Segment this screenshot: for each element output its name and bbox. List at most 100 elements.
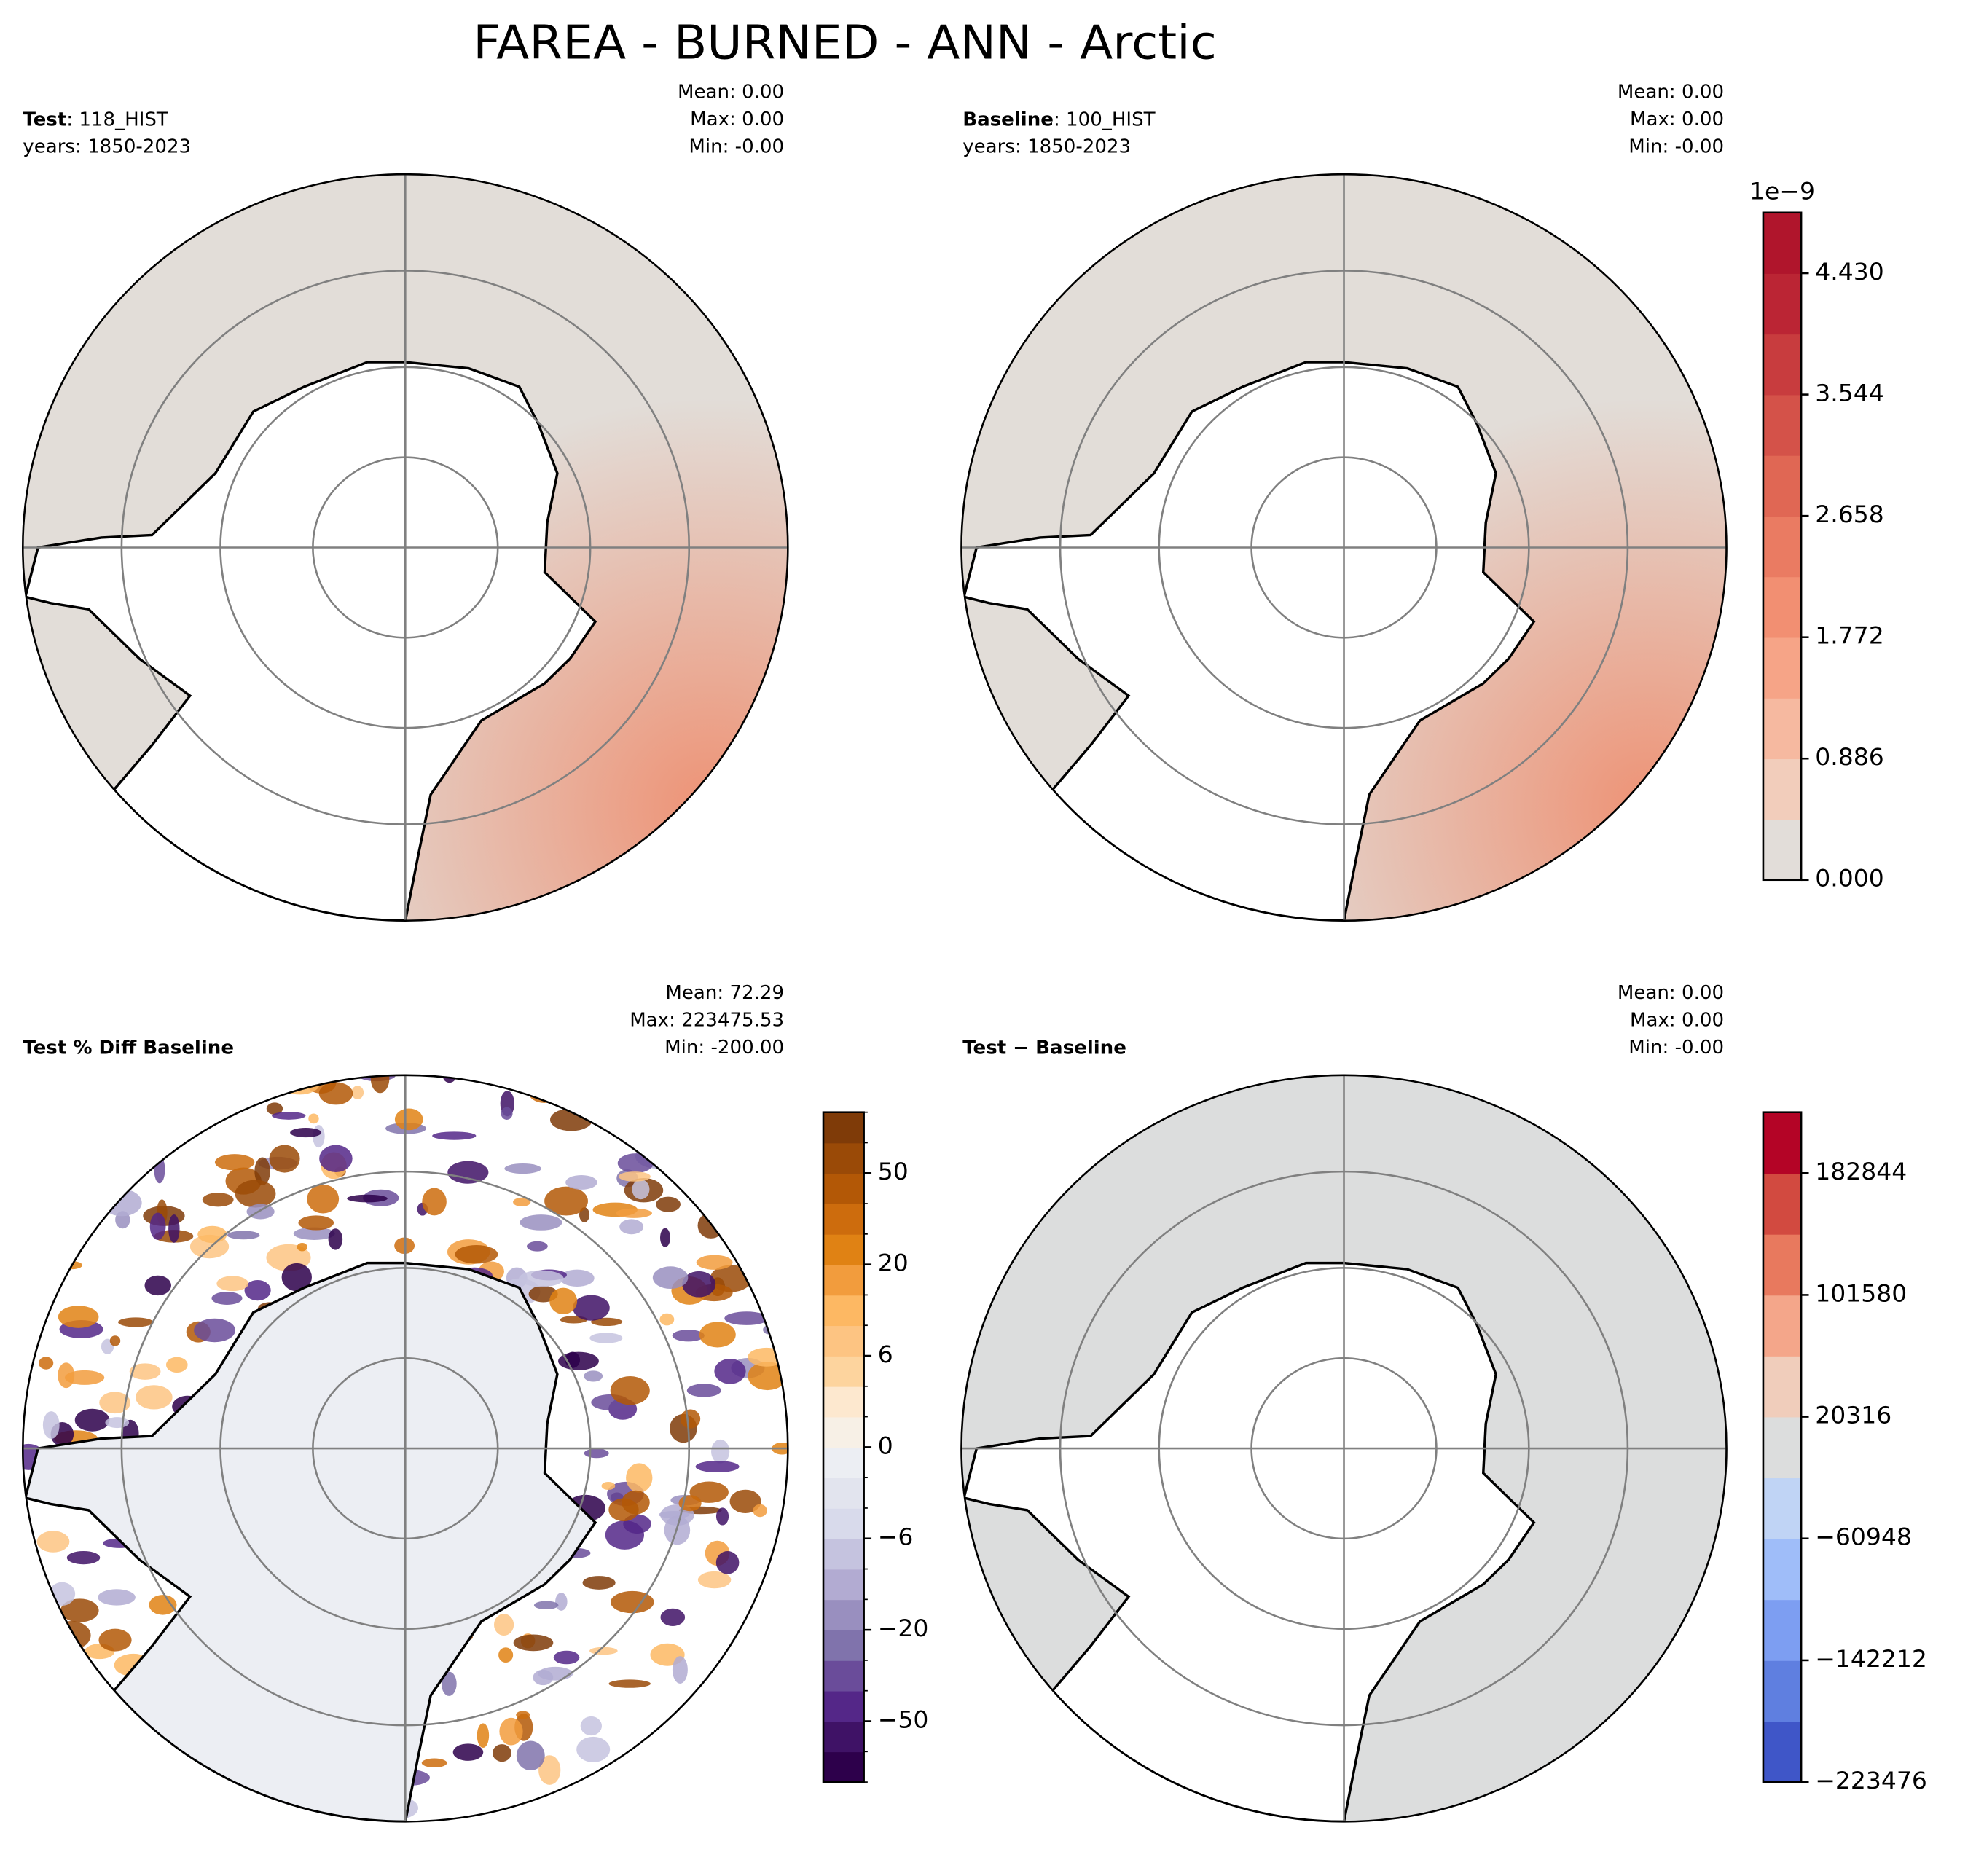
pattern-blob: [580, 1716, 602, 1736]
colorbar-offset: 1e−9: [1749, 178, 1815, 205]
colorbar-band: [1763, 1295, 1802, 1357]
panel-name: Test % Diff Baseline: [23, 1037, 234, 1059]
pattern-blob: [300, 1813, 313, 1822]
colorbar-band: [1763, 1538, 1802, 1601]
colorbar-band: [823, 1569, 864, 1601]
pattern-blob: [753, 1504, 767, 1518]
colorbar-band: [1763, 1112, 1802, 1174]
panel-stat: Max: 0.00: [1630, 109, 1724, 130]
colorbar-tick-label: 3.544: [1815, 380, 1884, 407]
pattern-blob: [493, 1744, 511, 1762]
map-boundary: [960, 173, 1728, 922]
colorbar-band: [1763, 212, 1802, 274]
pattern-blob: [227, 1231, 260, 1240]
colorbar-band: [1763, 273, 1802, 335]
colorbar-tick-label: 182844: [1815, 1158, 1907, 1186]
pattern-blob: [214, 1154, 255, 1171]
pattern-blob: [319, 1145, 353, 1173]
pattern-blob: [573, 1295, 610, 1321]
pattern-blob: [538, 1755, 561, 1785]
pattern-blob: [584, 1370, 603, 1382]
colorbar-tick-label: 1.772: [1815, 622, 1884, 650]
panel-stat: Max: 0.00: [690, 109, 784, 130]
pattern-blob: [696, 1255, 733, 1270]
map: [21, 173, 789, 922]
panel-stat: Min: -0.00: [1628, 136, 1724, 158]
pattern-blob: [318, 1082, 353, 1105]
colorbar-band: [823, 1416, 864, 1448]
map-boundary: [21, 173, 789, 922]
pattern-blob: [272, 1112, 306, 1120]
pattern-blob: [513, 1197, 531, 1207]
colorbar-frame: [1762, 211, 1803, 882]
pattern-blob: [565, 1174, 597, 1190]
pattern-blob: [516, 1740, 545, 1770]
pattern-blob: [576, 1736, 611, 1762]
pattern-blob: [452, 1743, 484, 1761]
panel-case: : 118_HIST: [66, 109, 168, 130]
pattern-blob: [601, 1481, 616, 1491]
panel-stat: Mean: 0.00: [678, 82, 784, 103]
panel-label: Test: 118_HIST: [23, 109, 168, 130]
pattern-blob: [441, 1671, 457, 1696]
pattern-blob: [615, 1208, 652, 1218]
panel-stat: Max: 223475.53: [630, 1010, 784, 1032]
pattern-blob: [42, 1411, 60, 1440]
panel-stat: Min: -200.00: [664, 1037, 784, 1059]
pattern-blob: [659, 1313, 675, 1326]
pattern-blob: [699, 1322, 736, 1348]
colorbar-band: [823, 1173, 864, 1204]
pattern-blob: [136, 1385, 173, 1410]
pattern-blob: [499, 1717, 523, 1746]
pattern-blob: [660, 1228, 670, 1247]
pattern-blob: [98, 1589, 136, 1606]
pattern-blob: [194, 1318, 235, 1343]
ocean: [25, 362, 596, 921]
pattern-blob: [66, 1550, 101, 1565]
pattern-blob: [538, 1666, 573, 1681]
panel-stat: Mean: 72.29: [665, 983, 784, 1005]
panel-years: years: 1850-2023: [962, 136, 1131, 158]
colorbar-band: [1763, 1477, 1802, 1539]
map-boundary: [960, 1074, 1728, 1823]
colorbar-tick-label: 0.000: [1815, 865, 1884, 892]
pattern-blob: [39, 1357, 54, 1370]
colorbar-band: [823, 1386, 864, 1418]
pattern-blob: [421, 1758, 447, 1768]
pattern-blob: [477, 1723, 490, 1749]
pattern-blob: [513, 1634, 554, 1652]
colorbar-band: [1763, 758, 1802, 820]
pattern-blob: [544, 1186, 588, 1216]
panel-case: : 100_HIST: [1054, 109, 1156, 130]
pattern-blob: [105, 1417, 130, 1429]
pattern-blob: [558, 1351, 599, 1370]
pattern-blob: [394, 1108, 423, 1131]
ocean: [25, 1263, 596, 1822]
pattern-blob: [297, 1242, 307, 1252]
colorbar-band: [1763, 637, 1802, 699]
pattern-blob: [266, 1102, 283, 1115]
pattern-blob: [711, 1439, 730, 1464]
colorbar-tick-label: −223476: [1815, 1767, 1927, 1794]
colorbar-band: [1763, 1721, 1802, 1783]
pattern-blob: [493, 1614, 514, 1636]
pattern-blob: [555, 1593, 568, 1611]
pattern-blob: [520, 1214, 562, 1231]
pattern-blob: [617, 1153, 654, 1174]
pattern-blob: [608, 1679, 651, 1688]
pattern-blob: [660, 1608, 686, 1626]
colorbar-band: [823, 1233, 864, 1265]
panel-stat: Mean: 0.00: [1618, 82, 1724, 103]
colorbar-band: [823, 1630, 864, 1661]
pattern-blob: [290, 1127, 322, 1138]
colorbar-band: [823, 1507, 864, 1539]
colorbar-band: [823, 1447, 864, 1479]
colorbar-tick-label: −6: [878, 1523, 914, 1551]
pattern-blob: [74, 1408, 110, 1432]
ocean: [963, 362, 1534, 921]
panel-name: Baseline: [962, 109, 1054, 130]
panel-name: Test: [23, 109, 66, 130]
pattern-blob: [498, 1647, 514, 1663]
pattern-blob: [118, 1317, 154, 1327]
pattern-blob: [370, 1075, 390, 1094]
